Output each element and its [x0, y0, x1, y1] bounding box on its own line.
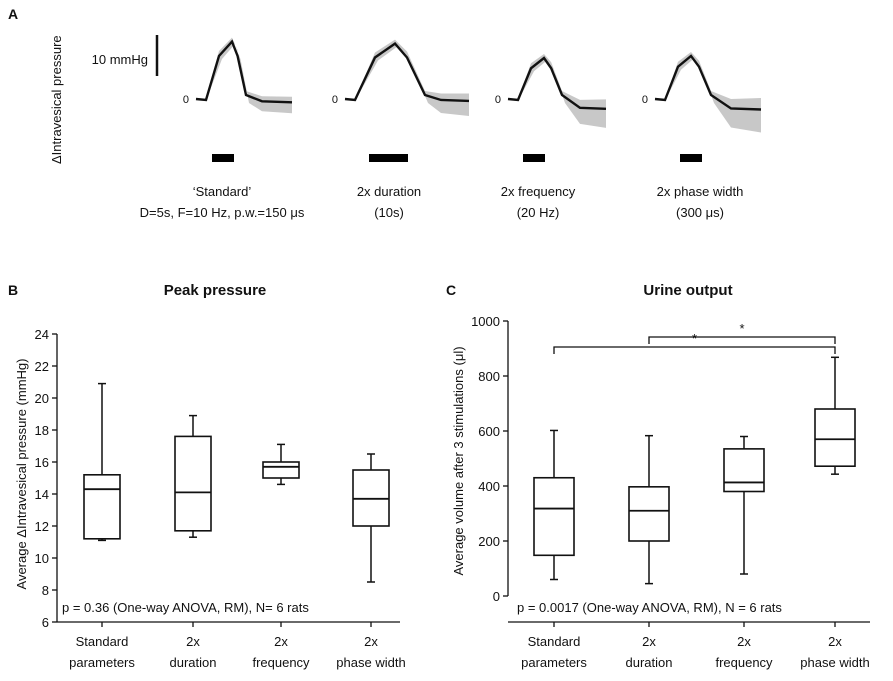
trace-label-2-line1: 2x duration — [357, 184, 421, 199]
iqr-box — [533, 476, 575, 557]
stimulus-bar — [523, 154, 545, 162]
x-tick-label-line2: parameters — [69, 655, 135, 670]
trace-label-4-line1: 2x phase width — [657, 184, 744, 199]
y-tick-label: 0 — [493, 589, 500, 604]
panel-letter-a: A — [8, 6, 18, 22]
y-tick-label: 6 — [42, 615, 49, 630]
x-tick-label-line2: phase width — [800, 655, 869, 670]
trace-label-3-line1: 2x frequency — [501, 184, 576, 199]
panel-b-title: Peak pressure — [164, 282, 267, 299]
y-tick-label: 8 — [42, 583, 49, 598]
x-tick-label-line1: 2x — [737, 634, 751, 649]
x-tick-label-line2: frequency — [715, 655, 773, 670]
y-tick-label: 20 — [35, 391, 49, 406]
y-tick-label: 600 — [478, 424, 500, 439]
stimulus-bar — [369, 154, 408, 162]
x-tick-label-line2: parameters — [521, 655, 587, 670]
panel-b-ylabel: Average ΔIntravesical pressure (mmHg) — [14, 359, 29, 590]
trace-label-4-line2: (300 μs) — [676, 205, 724, 220]
y-tick-label: 1000 — [471, 314, 500, 329]
panel-b-plot: 6 8 10 12 14 16 18 20 22 24 Standard parameters 2x du… — [35, 327, 406, 670]
x-tick-label-line2: phase width — [336, 655, 405, 670]
iqr-box — [262, 461, 300, 479]
x-tick-label-line2: duration — [626, 655, 673, 670]
y-tick-label: 12 — [35, 519, 49, 534]
x-tick-label-line1: 2x — [364, 634, 378, 649]
x-tick-label-line1: Standard — [76, 634, 129, 649]
stimulus-bar — [212, 154, 234, 162]
trace-label-1-line2: D=5s, F=10 Hz, p.w.=150 μs — [140, 205, 305, 220]
panel-a-traces: 0 0 0 0 — [183, 37, 762, 162]
x-tick-label-line1: 2x — [186, 634, 200, 649]
x-tick-label-line1: Standard — [528, 634, 581, 649]
zero-label: 0 — [642, 94, 648, 106]
panel-letter-b: B — [8, 282, 18, 298]
trace-sem-band — [655, 51, 761, 133]
x-tick-label-line1: 2x — [274, 634, 288, 649]
y-tick-label: 14 — [35, 487, 49, 502]
stimulus-bar — [680, 154, 702, 162]
y-tick-label: 10 — [35, 551, 49, 566]
x-tick-label-line2: duration — [170, 655, 217, 670]
zero-label: 0 — [332, 94, 338, 106]
y-tick-label: 18 — [35, 423, 49, 438]
zero-label: 0 — [495, 94, 501, 106]
panel-a-ylabel: ΔIntravesical pressure — [49, 35, 64, 164]
y-tick-label: 400 — [478, 479, 500, 494]
trace-label-2-line2: (10s) — [374, 205, 404, 220]
pressure-trace — [344, 42, 470, 103]
significance-bracket — [553, 346, 836, 354]
panel-c-plot: 0 200 400 600 800 1000 Standard parameters 2x dur… — [471, 314, 870, 670]
significance-star: * — [692, 331, 697, 346]
panel-letter-c: C — [446, 282, 456, 298]
pressure-trace — [507, 56, 607, 111]
trace-label-3-line2: (20 Hz) — [517, 205, 560, 220]
y-tick-label: 800 — [478, 369, 500, 384]
panel-c-ylabel: Average volume after 3 stimulations (μl) — [451, 346, 466, 575]
significance-bracket — [648, 336, 836, 344]
panel-c-annotation: p = 0.0017 (One-way ANOVA, RM), N = 6 ra… — [517, 600, 782, 615]
trace-labels: ‘Standard’ D=5s, F=10 Hz, p.w.=150 μs 2x… — [140, 184, 744, 220]
y-tick-label: 24 — [35, 327, 49, 342]
panel-b-annotation: p = 0.36 (One-way ANOVA, RM), N= 6 rats — [62, 600, 309, 615]
y-tick-label: 22 — [35, 359, 49, 374]
scalebar-label: 10 mmHg — [92, 52, 148, 67]
x-tick-label-line1: 2x — [642, 634, 656, 649]
y-tick-label: 16 — [35, 455, 49, 470]
x-tick-label-line2: frequency — [252, 655, 310, 670]
trace-sem-band — [345, 39, 469, 116]
significance-star: * — [739, 321, 744, 336]
iqr-box — [628, 486, 670, 542]
zero-label: 0 — [183, 94, 189, 106]
panel-c-title: Urine output — [643, 282, 732, 299]
iqr-box — [814, 408, 856, 468]
trace-sem-band — [508, 54, 606, 128]
y-tick-label: 200 — [478, 534, 500, 549]
iqr-box — [83, 473, 121, 540]
x-tick-label-line1: 2x — [828, 634, 842, 649]
trace-label-1-line1: ‘Standard’ — [193, 184, 252, 199]
iqr-box — [723, 448, 765, 493]
iqr-box — [174, 435, 212, 532]
pressure-trace — [195, 39, 293, 104]
pressure-trace — [654, 54, 762, 111]
